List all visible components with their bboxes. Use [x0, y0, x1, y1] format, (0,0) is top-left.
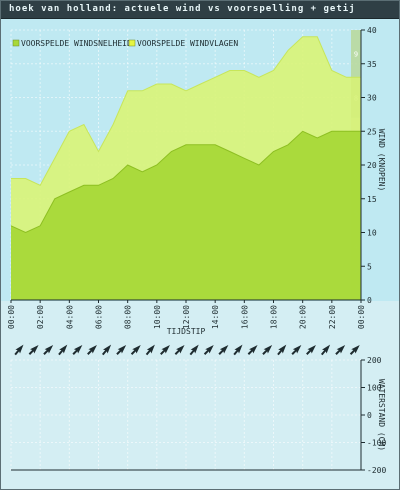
wind-chart: 123456789 051015202530354000:0002:0004:0… — [1, 19, 399, 336]
tide-grid — [10, 359, 362, 471]
wind-x-tick-label: 22:00 — [328, 305, 337, 329]
wind-y-tick-label: 0 — [367, 296, 372, 305]
beaufort-label: 9 — [354, 51, 358, 59]
arrow-shape — [247, 345, 258, 355]
wind-axes: 0 5 10 15 20 25 30 35 40 00:00 02:00 04:00 06:00 08:0… — [7, 26, 377, 329]
arrow-shape — [174, 345, 185, 355]
arrow-shape — [320, 344, 331, 356]
title-bar: hoek van holland: actuele wind vs voorsp… — [1, 1, 399, 19]
wind-direction-arrow — [247, 345, 258, 355]
arrow-shape — [306, 345, 316, 355]
wind-legend: VOORSPELDE WINDSNELHEID VOORSPELDE WINDVL… — [12, 39, 238, 48]
wind-areas — [10, 36, 361, 301]
wind-direction-arrow — [291, 345, 302, 355]
wind-y-axis-title: WIND (KNOPEN) — [377, 129, 386, 192]
wind-x-tick-label: 00:00 — [7, 305, 16, 329]
wind-x-tick-label: 20:00 — [299, 305, 308, 329]
arrow-shape — [116, 345, 127, 355]
wind-x-tick-label: 16:00 — [240, 305, 249, 329]
wind-y-tick-label: 10 — [367, 229, 377, 238]
wind-direction-arrow — [72, 345, 83, 355]
wind-direction-arrow — [174, 345, 185, 355]
charts-canvas: 123456789 051015202530354000:0002:0004:0… — [1, 19, 399, 475]
wind-direction-arrow — [130, 345, 141, 355]
wind-direction-arrow — [58, 344, 68, 356]
arrow-shape — [160, 345, 170, 355]
beaufort-band — [351, 30, 361, 78]
wind-direction-arrow — [116, 345, 127, 355]
wind-x-tick-label: 08:00 — [124, 305, 133, 329]
wind-direction-arrow — [43, 345, 54, 355]
wind-direction-arrow — [349, 345, 360, 355]
wind-direction-arrow — [306, 345, 316, 355]
tide-y-tick-label: 100 — [367, 384, 382, 393]
legend-swatch — [128, 39, 136, 47]
wind-x-tick-label: 10:00 — [153, 305, 162, 329]
arrow-shape — [145, 344, 155, 356]
arrow-shape — [87, 345, 97, 355]
tide-y-tick-label: 200 — [367, 356, 382, 365]
wind-y-tick-label: 15 — [367, 195, 377, 204]
arrow-shape — [291, 345, 302, 355]
arrow-shape — [233, 344, 243, 356]
wind-direction-arrow — [145, 344, 155, 356]
wind-direction-arrow — [233, 344, 243, 356]
wind-direction-arrow — [203, 345, 214, 355]
arrow-shape — [43, 345, 54, 355]
legend-label: VOORSPELDE WINDVLAGEN — [137, 39, 238, 48]
wind-x-tick-label: 12:00 — [182, 305, 191, 329]
wind-direction-arrow — [262, 345, 273, 355]
wind-y-tick-label: 40 — [367, 26, 377, 35]
wind-x-tick-label: 00:00 — [357, 305, 366, 329]
legend-label: VOORSPELDE WINDSNELHEID — [21, 39, 132, 48]
arrow-shape — [218, 345, 229, 355]
tide-y-tick-label: -200 — [367, 466, 386, 475]
wind-direction-arrow — [160, 345, 170, 355]
chart-title: hoek van holland: actuele wind vs voorsp… — [9, 4, 356, 14]
gusts-line — [11, 36, 361, 186]
wind-x-tick-label: 06:00 — [95, 305, 104, 329]
arrow-shape — [335, 345, 346, 355]
tide-y-axis-title: WATERSTAND (CM) — [377, 379, 386, 451]
wind-direction-arrows — [14, 344, 360, 356]
wind-y-tick-label: 30 — [367, 94, 377, 103]
windspeed-line — [10, 130, 361, 234]
arrow-shape — [189, 344, 199, 356]
legend-swatch — [12, 39, 20, 47]
wind-x-tick-label: 14:00 — [211, 305, 220, 329]
wind-y-tick-label: 5 — [367, 262, 372, 271]
arrow-shape — [58, 344, 68, 356]
wind-direction-arrow — [335, 345, 346, 355]
tide-y-tick-label: 0 — [367, 411, 372, 420]
wind-direction-arrow — [277, 344, 287, 356]
wind-y-tick-label: 25 — [367, 127, 377, 136]
wind-y-tick-label: 35 — [367, 60, 377, 69]
wind-direction-arrow — [87, 345, 97, 355]
wind-x-tick-label: 04:00 — [65, 305, 74, 329]
arrow-shape — [72, 345, 83, 355]
tide-axes: -200 -100 0 100 200 — [11, 356, 386, 475]
tide-y-tick-label: -100 — [367, 439, 386, 448]
wind-direction-arrow — [28, 345, 39, 355]
arrow-shape — [203, 345, 214, 355]
wind-direction-arrow — [101, 344, 112, 356]
wind-direction-arrow — [320, 344, 331, 356]
arrow-shape — [349, 345, 360, 355]
wind-x-tick-label: 02:00 — [36, 305, 45, 329]
wind-y-tick-label: 20 — [367, 161, 377, 170]
wind-direction-arrow — [189, 344, 199, 356]
arrow-shape — [130, 345, 141, 355]
wind-x-axis-title: TIJDSTIP — [167, 327, 206, 336]
arrow-shape — [28, 345, 39, 355]
wind-direction-arrow — [14, 344, 24, 356]
windspeed-area — [11, 131, 361, 300]
arrow-shape — [277, 344, 287, 356]
arrow-shape — [262, 345, 273, 355]
wind-x-tick-label: 18:00 — [270, 305, 279, 329]
arrow-shape — [101, 344, 112, 356]
tide-chart: -200 -100 0 100 200 WATERSTAND (CM) — [10, 356, 386, 475]
wind-direction-arrow — [218, 345, 229, 355]
arrow-shape — [14, 344, 24, 356]
